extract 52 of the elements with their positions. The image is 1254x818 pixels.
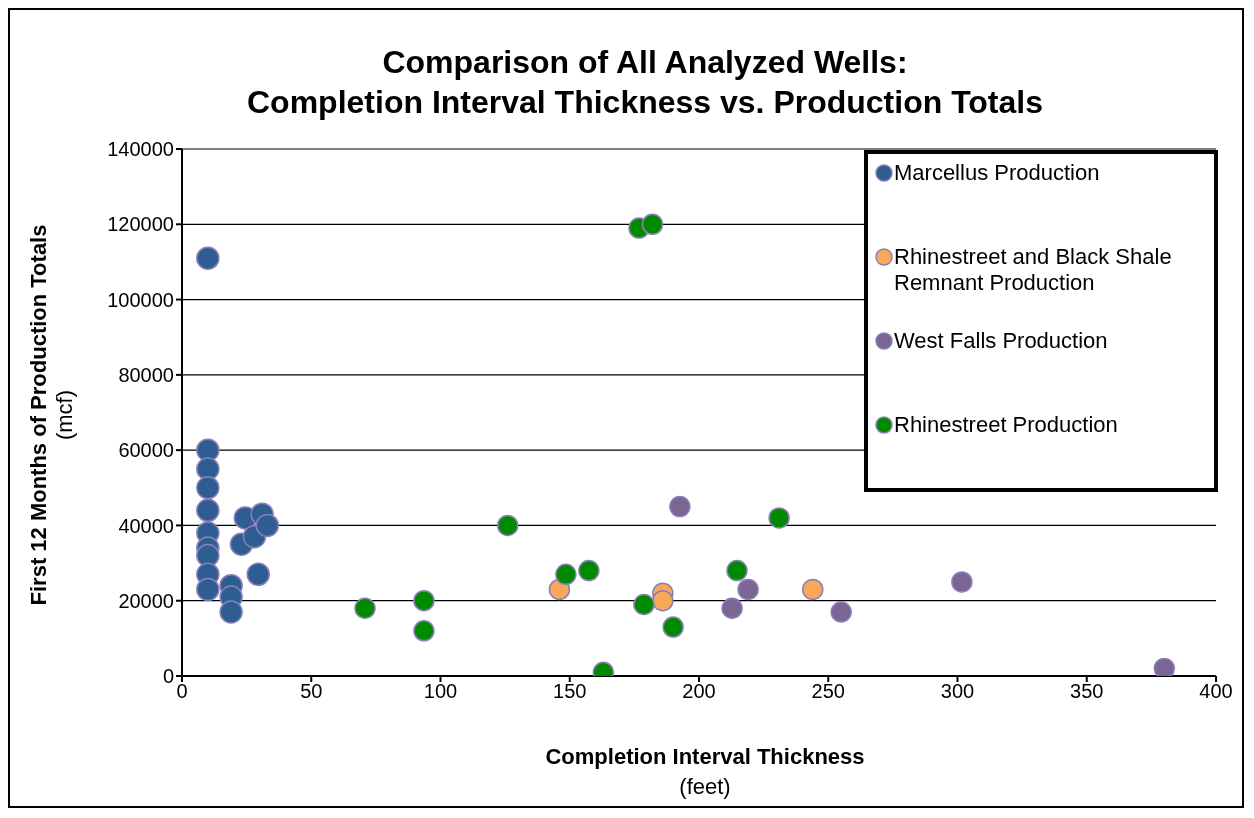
point: [578, 559, 600, 582]
point: [196, 577, 220, 602]
y-axis-title: First 12 Months of Production Totals (mcf): [26, 224, 78, 606]
point: [196, 457, 220, 481]
legend-label: Rhinestreet and Black Shale Remnant Production: [894, 244, 1173, 296]
point: [555, 563, 577, 586]
point: [1153, 657, 1176, 676]
x-tick-label: 200: [682, 680, 716, 703]
point: [726, 559, 748, 582]
x-tick-label: 0: [176, 680, 188, 703]
point: [662, 616, 684, 638]
y-tick-label: 20000: [118, 589, 174, 612]
point: [219, 600, 243, 624]
point: [354, 597, 376, 619]
point: [768, 507, 790, 529]
x-tick-label: 300: [940, 680, 975, 703]
point: [196, 476, 220, 500]
x-tick-label: 150: [553, 680, 587, 703]
point: [496, 514, 519, 537]
point: [196, 438, 220, 462]
chart-title: Comparison of All Analyzed Wells: Completion Interval Thickness vs. Production Totals: [246, 43, 1044, 122]
legend-label: Rhinestreet Production: [894, 412, 1119, 438]
point: [196, 246, 220, 270]
y-tick-label: 80000: [118, 363, 174, 386]
x-tick-label: 100: [423, 680, 458, 703]
point: [737, 578, 759, 601]
y-tick-label: 100000: [107, 288, 174, 311]
point: [669, 495, 691, 518]
y-tick-label: 140000: [107, 138, 174, 161]
x-axis-title: Completion Interval Thickness (feet): [544, 743, 866, 801]
point: [413, 620, 435, 642]
x-tick-label: 400: [1199, 680, 1233, 703]
x-tick-label: 350: [1070, 680, 1104, 703]
x-tick-label: 250: [811, 680, 845, 703]
point: [413, 589, 435, 612]
point: [721, 597, 743, 619]
point: [830, 601, 852, 623]
point: [246, 562, 271, 587]
point: [641, 213, 664, 236]
point: [633, 593, 655, 616]
point: [196, 498, 220, 523]
legend-label: West Falls Production: [894, 328, 1109, 354]
legend-label: Marcellus Production: [894, 160, 1101, 186]
y-tick-label: 120000: [107, 213, 174, 236]
point: [951, 571, 973, 593]
point: [255, 513, 280, 538]
y-tick-label: 40000: [118, 514, 174, 537]
x-tick-label: 50: [300, 680, 323, 703]
y-tick-label: 0: [162, 665, 174, 688]
point: [652, 589, 674, 612]
y-tick-label: 60000: [118, 439, 174, 462]
point: [801, 578, 824, 601]
